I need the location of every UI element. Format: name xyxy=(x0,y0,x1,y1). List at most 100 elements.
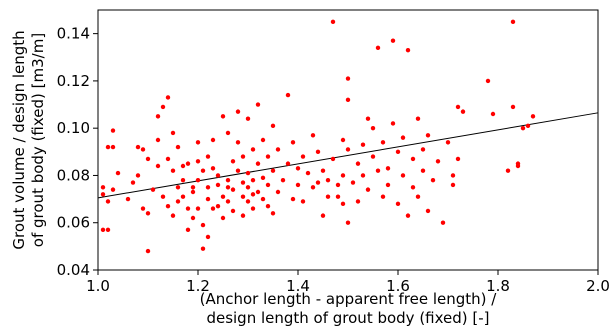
data-point xyxy=(165,156,171,162)
x-tick-label: 1.0 xyxy=(86,277,110,295)
points-layer xyxy=(100,19,536,254)
y-tick-label: 0.10 xyxy=(57,119,90,137)
data-point xyxy=(265,182,271,188)
data-point xyxy=(300,199,306,204)
data-point xyxy=(270,123,276,129)
trendline xyxy=(97,112,599,199)
data-point xyxy=(305,170,311,176)
y-tick-label: 0.08 xyxy=(57,166,90,184)
data-point xyxy=(170,213,176,218)
data-point xyxy=(425,133,431,138)
data-point xyxy=(490,111,496,117)
data-point xyxy=(175,144,181,150)
data-point xyxy=(195,206,201,211)
data-point xyxy=(350,180,356,185)
plot-frame xyxy=(97,9,599,271)
x-tick-label: 1.4 xyxy=(286,277,310,295)
data-point xyxy=(345,147,351,152)
data-point xyxy=(315,149,321,155)
data-point xyxy=(385,166,391,171)
data-point xyxy=(240,154,246,159)
data-point xyxy=(195,177,201,183)
data-point xyxy=(505,168,511,173)
data-point xyxy=(220,114,226,119)
data-point xyxy=(340,201,346,207)
data-point xyxy=(195,159,201,164)
data-point xyxy=(145,211,151,216)
data-point xyxy=(240,180,246,185)
data-point xyxy=(425,208,431,214)
data-point xyxy=(520,125,526,131)
data-point xyxy=(190,215,196,221)
data-point xyxy=(220,194,226,199)
data-point xyxy=(360,173,366,178)
data-point xyxy=(275,147,281,152)
data-point xyxy=(510,19,516,25)
data-point xyxy=(355,161,361,166)
data-point xyxy=(315,180,321,185)
data-point xyxy=(330,19,336,25)
data-point xyxy=(250,206,256,211)
data-point xyxy=(100,192,106,197)
data-point xyxy=(105,199,111,204)
data-point xyxy=(380,194,386,199)
data-point xyxy=(165,203,171,209)
data-point xyxy=(290,140,296,145)
data-point xyxy=(445,140,451,145)
data-point xyxy=(210,166,216,171)
y-tick-label: 0.12 xyxy=(57,72,90,90)
data-point xyxy=(300,154,306,159)
data-point xyxy=(335,182,341,188)
data-point xyxy=(215,203,221,209)
y-tick-label: 0.06 xyxy=(57,214,90,232)
data-point xyxy=(155,163,161,169)
data-point xyxy=(170,168,176,173)
data-point xyxy=(485,78,491,84)
data-point xyxy=(270,168,276,173)
data-point xyxy=(260,175,266,181)
data-point xyxy=(175,185,181,190)
data-point xyxy=(110,144,116,150)
data-point xyxy=(340,137,346,143)
data-point xyxy=(325,194,331,199)
data-point xyxy=(415,194,421,199)
data-point xyxy=(235,109,241,114)
data-point xyxy=(260,137,266,143)
data-point xyxy=(345,220,351,225)
data-point xyxy=(370,154,376,159)
data-point xyxy=(135,173,141,178)
data-point xyxy=(185,161,191,166)
data-point xyxy=(275,189,281,195)
y-tick-label: 0.04 xyxy=(57,261,90,279)
data-point xyxy=(390,121,396,126)
data-point xyxy=(165,95,171,100)
data-point xyxy=(435,159,441,164)
x-axis-label-line-1: (Anchor length - apparent free length) / xyxy=(200,290,498,308)
data-point xyxy=(210,137,216,143)
data-point xyxy=(270,211,276,216)
data-point xyxy=(205,185,211,190)
data-point xyxy=(320,213,326,218)
data-point xyxy=(140,147,146,152)
data-point xyxy=(205,154,211,159)
y-axis-label-line-2: of grout body (fixed) [m3/m] xyxy=(29,33,47,247)
data-point xyxy=(225,177,231,183)
data-point xyxy=(450,173,456,178)
data-point xyxy=(245,199,251,204)
data-point xyxy=(335,194,341,199)
data-point xyxy=(395,201,401,207)
data-point xyxy=(240,194,246,199)
data-point xyxy=(515,161,521,166)
data-point xyxy=(450,182,456,188)
data-point xyxy=(285,161,291,166)
data-point xyxy=(235,140,241,145)
data-point xyxy=(365,116,371,121)
data-point xyxy=(200,168,206,173)
data-point xyxy=(280,177,286,183)
data-point xyxy=(440,220,446,225)
data-point xyxy=(115,170,121,176)
data-point xyxy=(400,135,406,140)
data-point xyxy=(420,147,426,152)
data-point xyxy=(100,227,106,233)
